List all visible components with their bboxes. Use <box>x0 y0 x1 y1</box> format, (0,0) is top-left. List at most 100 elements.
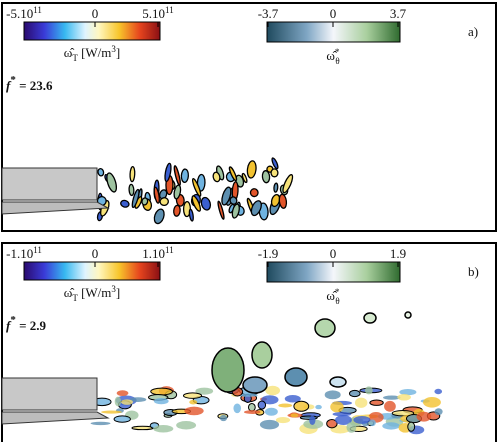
tick-exponent: 11 <box>165 245 174 255</box>
vortex-blob <box>275 417 291 424</box>
vortex-blob <box>278 193 288 209</box>
vortex-blob <box>131 188 140 209</box>
vortex-blob <box>434 408 443 416</box>
vortex-blob <box>330 401 344 413</box>
vortex-blob <box>176 421 197 430</box>
vortex-blob <box>261 170 271 184</box>
vortex-ring <box>284 367 308 387</box>
vortex-blob <box>264 407 278 416</box>
vortex-blob <box>233 403 242 414</box>
vortex-blob <box>120 199 130 208</box>
vortex-blob <box>271 157 279 170</box>
vortex-blob <box>217 200 225 220</box>
colorbar-label: ω̂* θ <box>326 47 340 66</box>
colorbar-tick-label: -3.7 <box>258 6 279 21</box>
vortex-blob <box>101 410 122 414</box>
vortex-blob <box>261 395 279 405</box>
vortex-blob <box>180 168 190 184</box>
vortex-blob <box>153 186 160 204</box>
symbol: ω̂ <box>326 48 338 63</box>
vortex-ring <box>211 347 245 393</box>
frequency-label: f* = 23.6 <box>6 74 53 93</box>
colorbar-t <box>23 261 161 281</box>
vortex-blob <box>369 399 384 406</box>
unit-exponent: 3 <box>111 44 116 54</box>
symbol: ω̂ <box>64 285 76 300</box>
vortex-blob <box>293 400 310 412</box>
vortex-blob <box>173 204 181 217</box>
unit-close: ] <box>116 285 120 300</box>
subscript: θ <box>335 296 339 306</box>
vortex-blob <box>219 414 228 422</box>
vortex-blob <box>326 418 338 429</box>
vortex-blob <box>189 399 198 405</box>
subscript: T <box>72 293 78 303</box>
vortex-blob <box>231 203 240 219</box>
colorbar-t <box>23 21 161 41</box>
vortex-blob <box>270 168 279 178</box>
vortex-ring <box>314 318 336 338</box>
colorbar-tick-label: -1.9 <box>258 246 279 261</box>
vortex-ring <box>404 311 412 319</box>
vortex-ring <box>363 312 377 324</box>
vortex-blob <box>334 415 352 425</box>
vortex-blob <box>434 388 443 395</box>
vortex-blob <box>273 182 279 193</box>
colorbar-tick-label: 5.1011 <box>142 5 173 21</box>
nozzle <box>1 167 98 201</box>
vortex-blob <box>257 400 267 410</box>
vortex-blob <box>116 390 129 397</box>
vortex-blob <box>391 410 415 417</box>
colorbar-tick-label: 0 <box>330 6 337 21</box>
vortex-blob <box>182 392 203 399</box>
vortex-blob <box>423 397 441 408</box>
tick-mantissa: 1.10 <box>142 246 165 261</box>
vortex-blob <box>121 399 133 405</box>
f-star: * <box>10 314 16 326</box>
colorbar-tick-label: 0 <box>92 6 99 21</box>
vortex-blob <box>129 165 136 183</box>
vortex-blob <box>324 390 341 400</box>
vortex-blob <box>128 183 135 197</box>
vortex-blob <box>348 389 361 398</box>
vortex-blob <box>188 208 194 222</box>
vortex-blob <box>228 166 238 182</box>
vortex-blob <box>397 394 411 401</box>
colorbar-tick-label: -1.1011 <box>6 245 42 261</box>
vortex-blob <box>195 387 214 395</box>
vortex-blob <box>383 395 401 400</box>
vortex-blob <box>332 411 352 417</box>
vortex-ring <box>329 376 347 388</box>
superscript: * <box>335 287 340 297</box>
unit: [W/m <box>78 45 112 60</box>
subscript: T <box>72 53 78 63</box>
vortex-blob <box>259 419 280 430</box>
vortex-blob <box>129 397 147 402</box>
vortex-blob <box>113 415 131 423</box>
colorbar-tick-label: 1.9 <box>390 246 406 261</box>
colorbar-label: ω̂T [W/m3] <box>64 44 120 63</box>
subscript: θ <box>335 56 339 66</box>
nozzle <box>1 377 98 411</box>
vortex-blob <box>97 168 105 177</box>
vortex-blob <box>212 171 221 183</box>
vortex-blob <box>354 397 368 408</box>
vortex-ring <box>251 341 273 369</box>
vortex-blob <box>278 403 293 408</box>
colorbar-label: ω̂* θ <box>326 287 340 306</box>
vortex-blob <box>407 421 416 432</box>
f-star: * <box>10 74 16 86</box>
vortex-blob <box>184 406 204 416</box>
vortex-blob <box>191 178 202 197</box>
vortex-blob <box>382 422 400 430</box>
tick-mantissa: 5.10 <box>142 6 165 21</box>
vortex-blob <box>229 196 238 205</box>
unit: [W/m <box>78 285 112 300</box>
vortex-blob <box>221 186 232 206</box>
vortex-blob <box>309 415 316 426</box>
vortex-blob <box>249 188 259 198</box>
vortex-blob <box>191 195 202 212</box>
frequency-label: f* = 2.9 <box>6 314 47 333</box>
